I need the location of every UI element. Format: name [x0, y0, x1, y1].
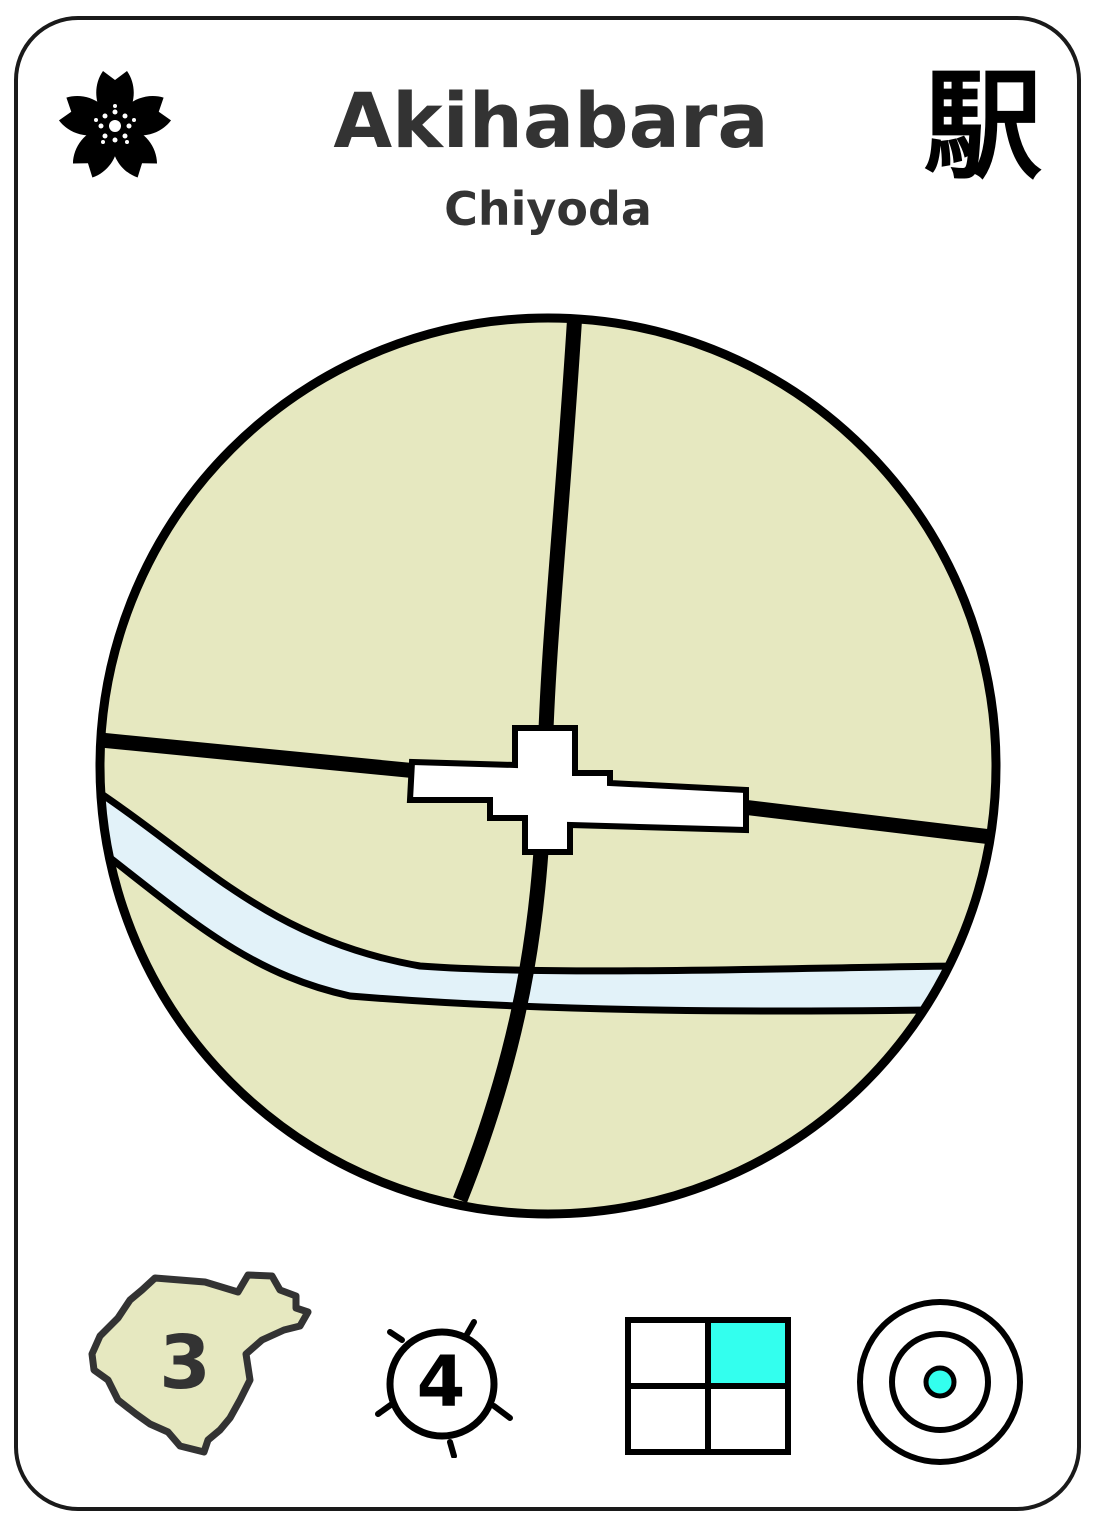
ward-outline-icon — [88, 1271, 312, 1456]
sun-icon — [375, 1319, 513, 1458]
station-building — [406, 725, 749, 855]
sun-value: 4 — [416, 1341, 466, 1423]
district-value: 3 — [159, 1320, 211, 1406]
grid-highlight-cell — [705, 1317, 791, 1389]
ward-name: Chiyoda — [444, 182, 652, 236]
station-kanji: 駅 — [923, 57, 1042, 195]
target-icon — [857, 1299, 1023, 1465]
station-name: Akihabara — [333, 76, 769, 165]
sakura-flower-icon — [58, 71, 172, 178]
quadrant-grid-icon — [625, 1317, 791, 1455]
